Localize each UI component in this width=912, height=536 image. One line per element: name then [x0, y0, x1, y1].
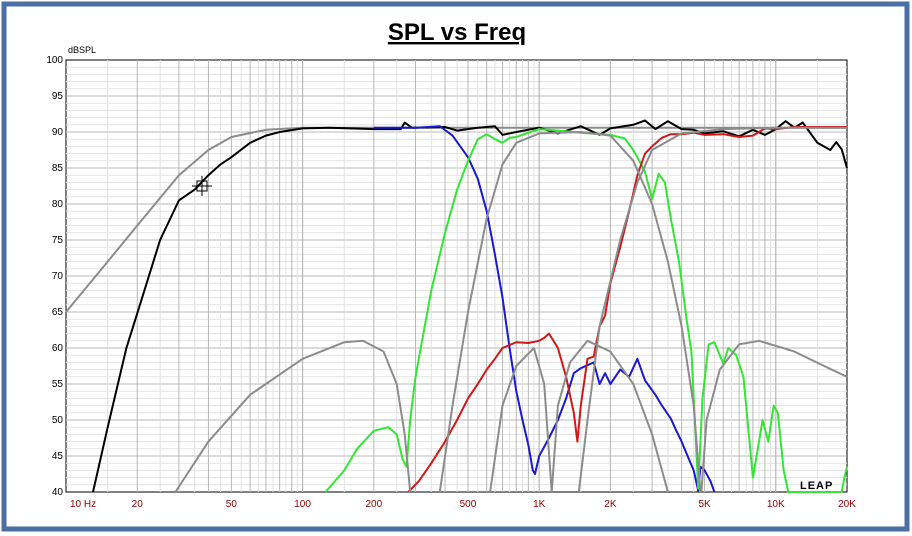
y-tick-label: 55 [52, 379, 64, 390]
series-line-blue-2 [373, 125, 716, 493]
x-tick-label: 200 [365, 499, 382, 510]
chart-title: SPL vs Freq [388, 19, 526, 46]
x-tick-label: 10K [767, 499, 785, 510]
y-tick-label: 85 [52, 163, 64, 174]
y-tick-label: 75 [52, 235, 64, 246]
y-tick-label: 60 [52, 343, 64, 354]
y-tick-label: 70 [52, 271, 64, 282]
y-tick-label: 40 [52, 487, 64, 498]
y-axis-unit-label: dBSPL [68, 45, 96, 55]
x-tick-labels: 10 Hz 20 50 100 200 500 1K 2K 5K 10K 20K [70, 499, 856, 510]
y-tick-label: 95 [52, 91, 64, 102]
series-line-red-4 [407, 126, 847, 493]
x-tick-label: 5K [698, 499, 711, 510]
leap-watermark: LEAP [800, 480, 833, 492]
y-tick-label: 80 [52, 199, 64, 210]
series-line-gray-7 [489, 347, 553, 493]
y-tick-label: 65 [52, 307, 64, 318]
x-tick-label: 50 [226, 499, 238, 510]
x-tick-label: 10 Hz [70, 499, 96, 510]
x-tick-label: 1K [533, 499, 546, 510]
x-tick-label: 20K [838, 499, 856, 510]
crosshair-cursor-icon[interactable] [192, 176, 212, 196]
series-line-gray-5 [174, 339, 412, 493]
series-line-gray-6 [438, 131, 702, 493]
series-line-gray-8 [550, 339, 669, 493]
grid-lines [66, 60, 847, 492]
curve-layer [65, 119, 848, 493]
series-line-gray-10 [700, 339, 848, 493]
x-tick-label: 2K [604, 499, 617, 510]
y-tick-label: 50 [52, 415, 64, 426]
y-tick-label: 45 [52, 451, 64, 462]
x-tick-label: 20 [132, 499, 144, 510]
y-tick-label: 90 [52, 127, 64, 138]
y-tick-label: 100 [46, 55, 63, 66]
y-tick-labels: 40 45 50 55 60 65 70 75 80 85 90 95 100 [46, 55, 63, 498]
series-line-green-3 [324, 128, 848, 493]
series-line-black-1 [92, 119, 848, 493]
series-line-gray-9 [577, 126, 847, 493]
x-tick-label: 500 [460, 499, 477, 510]
x-tick-label: 100 [294, 499, 311, 510]
